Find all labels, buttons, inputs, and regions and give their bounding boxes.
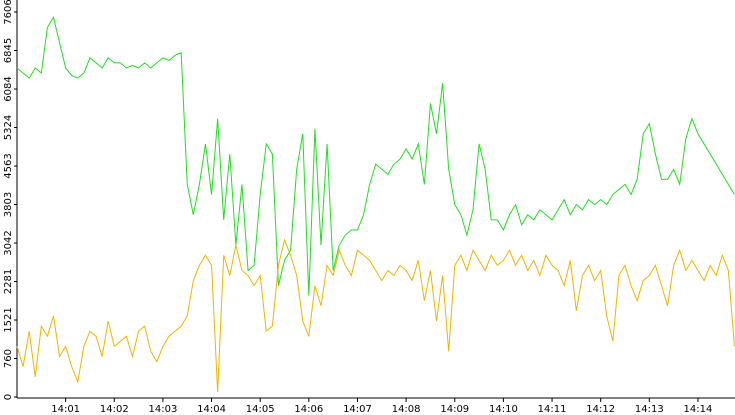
y-tick-label: 3042: [3, 230, 14, 255]
x-tick-label: 14:10: [489, 404, 518, 415]
y-tick-label: 6084: [3, 76, 14, 101]
series-line: [16, 238, 735, 392]
x-tick-label: 14:07: [343, 404, 372, 415]
y-tick-label: 1521: [3, 307, 14, 332]
y-tick-label: 7606: [3, 0, 14, 25]
y-tick-label: 0: [3, 394, 14, 400]
y-tick-label: 6845: [3, 38, 14, 63]
x-tick-label: 14:09: [440, 404, 469, 415]
x-tick-label: 14:12: [586, 404, 615, 415]
x-tick-label: 14:03: [149, 404, 178, 415]
x-tick-label: 14:02: [100, 404, 129, 415]
y-tick-label: 5324: [3, 115, 14, 140]
x-tick-label: 14:14: [684, 404, 713, 415]
x-tick-label: 14:08: [392, 404, 421, 415]
y-tick-label: 2281: [3, 269, 14, 294]
x-tick-label: 14:06: [294, 404, 323, 415]
y-tick-label: 4563: [3, 153, 14, 178]
x-tick-label: 14:05: [246, 404, 275, 415]
series-line: [16, 16, 735, 296]
x-tick-label: 14:11: [538, 404, 567, 415]
x-tick-label: 14:01: [51, 404, 80, 415]
x-tick-label: 14:04: [197, 404, 226, 415]
x-tick-label: 14:13: [635, 404, 664, 415]
y-tick-label: 760: [3, 349, 14, 368]
y-tick-label: 3803: [3, 192, 14, 217]
